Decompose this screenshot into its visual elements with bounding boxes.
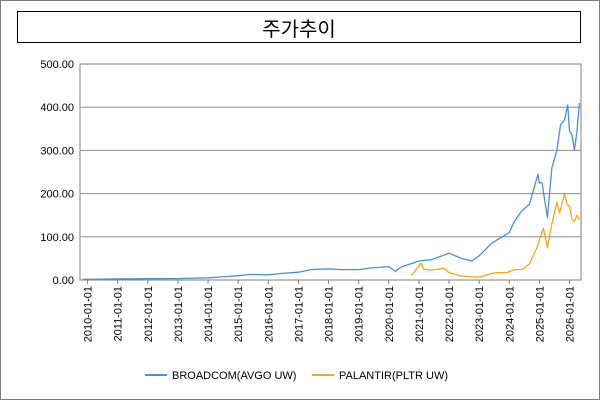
y-tick-label: 400.00: [40, 102, 74, 114]
gridlines: [80, 106, 581, 238]
x-tick-label: 2014-01-01: [203, 286, 215, 342]
y-tick-label: 100.00: [40, 232, 74, 244]
x-tick-label: 2013-01-01: [173, 286, 185, 342]
x-axis: 2010-01-01 2011-01-01 2012-01-01 2013-01-01…: [83, 280, 577, 342]
y-tick-label: 200.00: [40, 189, 74, 201]
x-tick-label: 2018-01-01: [324, 286, 336, 342]
series-line-2: [410, 192, 580, 278]
x-tick-label: 2024-01-01: [504, 286, 516, 342]
series-line-1: [82, 102, 581, 281]
x-tick-label: 2021-01-01: [414, 286, 426, 342]
x-tick-label: 2020-01-01: [384, 286, 396, 342]
plot-border: [79, 63, 582, 281]
x-tick-label: 2012-01-01: [143, 286, 155, 342]
legend: BROADCOM(AVGO UW) PALANTIR(PLTR UW): [145, 370, 448, 382]
x-tick-label: 2011-01-01: [113, 286, 125, 341]
x-tick-label: 2015-01-01: [233, 286, 245, 342]
x-tick-label: 2016-01-01: [263, 286, 275, 342]
plot-area: [79, 63, 582, 281]
x-tick-label: 2023-01-01: [474, 286, 486, 342]
y-tick-label: 0.00: [53, 275, 74, 287]
x-tick-label: 2019-01-01: [354, 286, 366, 342]
y-axis: 0.00 100.00 200.00 300.00 400.00 500.00: [40, 59, 74, 287]
y-tick-label: 500.00: [40, 59, 74, 71]
legend-label-1: BROADCOM(AVGO UW): [172, 370, 296, 382]
x-tick-label: 2017-01-01: [293, 286, 305, 342]
series-layer: [82, 102, 581, 281]
x-tick-label: 2026-01-01: [565, 286, 577, 342]
x-tick-label: 2025-01-01: [534, 286, 546, 342]
x-tick-label: 2010-01-01: [83, 286, 95, 342]
chart-title: 주가추이: [17, 11, 581, 43]
x-tick-label: 2022-01-01: [444, 286, 456, 342]
legend-label-2: PALANTIR(PLTR UW): [339, 370, 448, 382]
y-tick-label: 300.00: [40, 145, 74, 157]
